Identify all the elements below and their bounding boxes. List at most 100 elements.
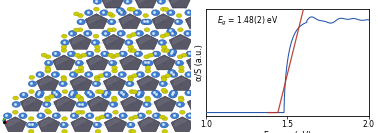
Circle shape — [125, 40, 133, 45]
Circle shape — [77, 19, 85, 25]
Circle shape — [161, 48, 167, 52]
Circle shape — [161, 45, 167, 49]
Polygon shape — [172, 0, 184, 3]
Circle shape — [61, 75, 67, 79]
Circle shape — [131, 33, 136, 37]
Polygon shape — [105, 0, 117, 3]
Polygon shape — [170, 76, 193, 90]
Circle shape — [177, 55, 183, 59]
Circle shape — [93, 122, 102, 128]
Circle shape — [174, 19, 183, 25]
Circle shape — [165, 74, 171, 78]
Circle shape — [159, 81, 167, 87]
Circle shape — [144, 55, 150, 59]
Circle shape — [109, 14, 115, 18]
Polygon shape — [185, 14, 208, 29]
Circle shape — [101, 51, 109, 57]
Polygon shape — [104, 117, 127, 132]
Polygon shape — [71, 117, 93, 132]
Circle shape — [162, 129, 168, 133]
Circle shape — [94, 77, 100, 81]
Polygon shape — [106, 37, 118, 44]
Circle shape — [76, 110, 81, 114]
Circle shape — [136, 90, 144, 96]
Circle shape — [77, 14, 84, 18]
Circle shape — [94, 48, 100, 52]
Circle shape — [29, 122, 37, 128]
Circle shape — [169, 92, 177, 98]
Circle shape — [150, 30, 159, 36]
Circle shape — [118, 72, 126, 78]
Circle shape — [128, 45, 134, 49]
Circle shape — [161, 77, 167, 81]
Circle shape — [61, 48, 67, 52]
Circle shape — [133, 115, 138, 119]
Circle shape — [20, 92, 28, 98]
Circle shape — [137, 113, 146, 119]
Circle shape — [107, 19, 116, 25]
Circle shape — [136, 72, 144, 78]
Circle shape — [93, 7, 99, 11]
Polygon shape — [190, 58, 202, 65]
Circle shape — [61, 45, 67, 49]
Circle shape — [145, 96, 150, 100]
Polygon shape — [91, 99, 103, 106]
Polygon shape — [54, 96, 76, 111]
Polygon shape — [24, 99, 36, 106]
Circle shape — [85, 72, 93, 78]
Polygon shape — [70, 76, 92, 90]
Circle shape — [145, 60, 153, 66]
Circle shape — [145, 66, 151, 70]
Circle shape — [186, 51, 194, 57]
Circle shape — [52, 113, 60, 119]
Circle shape — [160, 34, 166, 38]
Polygon shape — [41, 120, 53, 127]
Circle shape — [28, 117, 34, 121]
Circle shape — [133, 10, 142, 16]
Polygon shape — [174, 78, 186, 85]
Circle shape — [26, 122, 35, 128]
Circle shape — [120, 92, 128, 98]
Polygon shape — [122, 17, 134, 24]
Text: $E_g$ = 1.48(2) eV: $E_g$ = 1.48(2) eV — [217, 15, 279, 28]
Circle shape — [160, 7, 166, 11]
Circle shape — [130, 129, 136, 133]
Polygon shape — [173, 37, 185, 44]
Polygon shape — [102, 34, 125, 49]
Circle shape — [79, 110, 85, 114]
Circle shape — [85, 113, 94, 119]
Circle shape — [135, 92, 144, 98]
Circle shape — [76, 94, 81, 98]
Circle shape — [61, 40, 69, 45]
Circle shape — [127, 34, 132, 38]
Polygon shape — [90, 58, 102, 65]
Circle shape — [145, 98, 151, 102]
Polygon shape — [86, 55, 108, 70]
Circle shape — [52, 51, 60, 57]
Circle shape — [102, 92, 110, 98]
Polygon shape — [36, 76, 59, 90]
Circle shape — [130, 7, 135, 11]
Circle shape — [3, 113, 12, 119]
Circle shape — [35, 92, 43, 98]
Circle shape — [161, 75, 167, 79]
Circle shape — [157, 0, 166, 4]
Polygon shape — [119, 14, 141, 29]
Circle shape — [151, 90, 160, 96]
Circle shape — [112, 69, 118, 73]
Circle shape — [143, 14, 149, 18]
Polygon shape — [69, 34, 91, 49]
Circle shape — [102, 30, 110, 36]
Circle shape — [104, 113, 112, 119]
Circle shape — [185, 72, 193, 78]
Circle shape — [13, 96, 19, 100]
Circle shape — [167, 28, 175, 34]
Polygon shape — [154, 96, 177, 111]
Polygon shape — [74, 120, 87, 127]
Circle shape — [28, 129, 34, 133]
Circle shape — [111, 28, 116, 32]
Circle shape — [186, 113, 194, 119]
Circle shape — [43, 101, 51, 107]
Circle shape — [78, 66, 84, 70]
Circle shape — [151, 72, 160, 78]
